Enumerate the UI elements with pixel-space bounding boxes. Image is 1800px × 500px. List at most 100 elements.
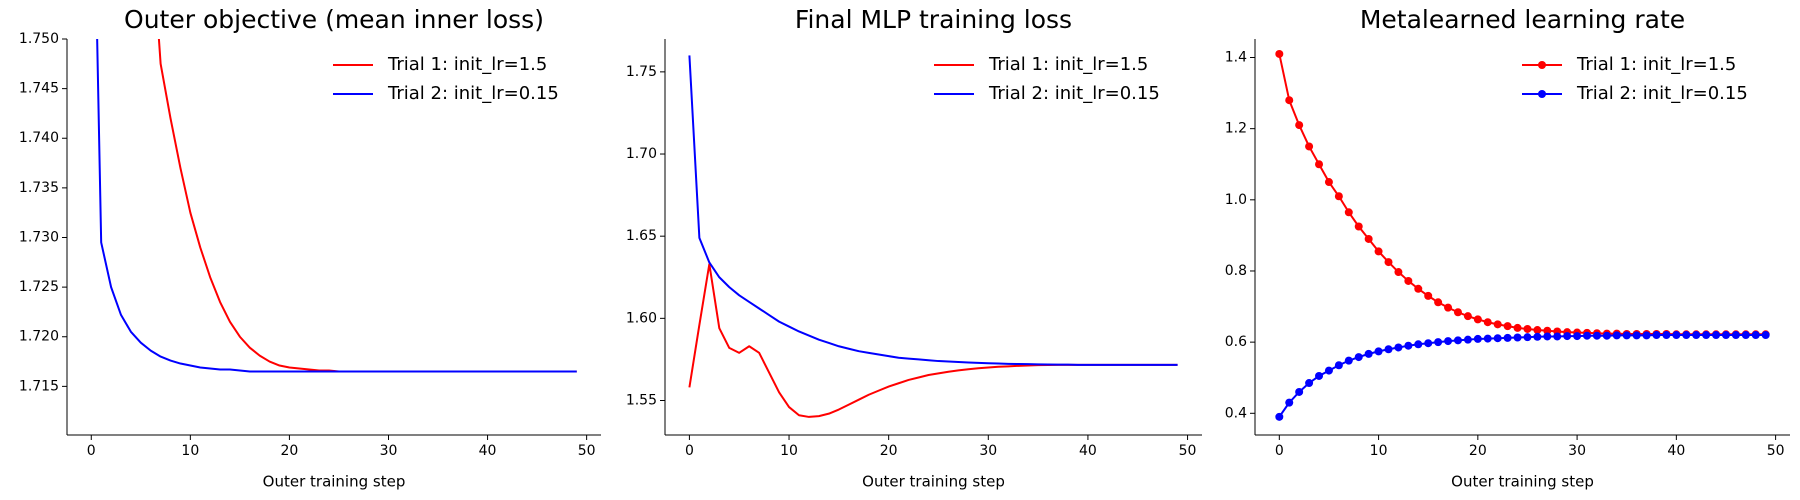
y-tick-label: 0.8 bbox=[1225, 263, 1247, 279]
data-point bbox=[1453, 336, 1462, 345]
data-point bbox=[1324, 366, 1333, 375]
y-tick-label: 1.65 bbox=[626, 228, 657, 244]
data-point bbox=[1424, 291, 1433, 300]
data-point bbox=[1721, 331, 1730, 340]
legend-label: Trial 1: init_lr=1.5 bbox=[1576, 54, 1736, 75]
data-point bbox=[1642, 331, 1651, 340]
data-point bbox=[1444, 303, 1453, 312]
y-tick-label: 1.735 bbox=[19, 180, 59, 196]
chart-title: Final MLP training loss bbox=[795, 5, 1072, 34]
data-point bbox=[1573, 332, 1582, 341]
data-point bbox=[1553, 332, 1562, 341]
data-point bbox=[1394, 268, 1403, 277]
data-point bbox=[1424, 339, 1433, 348]
data-point bbox=[1334, 361, 1343, 370]
data-point bbox=[1305, 142, 1314, 151]
y-tick-label: 0.6 bbox=[1225, 334, 1247, 350]
data-point bbox=[1364, 234, 1373, 243]
data-point bbox=[1761, 331, 1770, 340]
y-tick-label: 1.75 bbox=[626, 64, 657, 80]
x-tick-label: 10 bbox=[780, 443, 798, 459]
data-point bbox=[1275, 412, 1284, 421]
data-point bbox=[1483, 334, 1492, 343]
data-line bbox=[1278, 334, 1766, 418]
data-point bbox=[1692, 331, 1701, 340]
y-tick-label: 1.740 bbox=[19, 130, 59, 146]
data-point bbox=[1354, 222, 1363, 231]
data-point bbox=[1434, 338, 1443, 347]
data-point bbox=[1384, 345, 1393, 354]
data-point bbox=[1364, 349, 1373, 358]
data-point bbox=[1622, 331, 1631, 340]
x-tick-label: 0 bbox=[1275, 443, 1284, 459]
data-point bbox=[1741, 331, 1750, 340]
data-point bbox=[1483, 318, 1492, 327]
data-point bbox=[1702, 331, 1711, 340]
data-point bbox=[1414, 284, 1423, 293]
data-point bbox=[1632, 331, 1641, 340]
plot-area bbox=[96, 39, 577, 373]
data-point bbox=[1453, 308, 1462, 317]
data-point bbox=[1344, 356, 1353, 365]
y-tick-label: 1.2 bbox=[1225, 121, 1247, 137]
legend: Trial 1: init_lr=1.5 Trial 2: init_lr=0.1… bbox=[1522, 54, 1748, 104]
plot-area bbox=[688, 55, 1178, 418]
chart-panel: Final MLP training loss Outer training st… bbox=[626, 5, 1202, 491]
y-tick-label: 1.60 bbox=[626, 310, 657, 326]
data-point bbox=[1533, 332, 1542, 341]
data-point bbox=[1404, 276, 1413, 285]
data-point bbox=[1414, 340, 1423, 349]
x-tick-label: 50 bbox=[1179, 443, 1197, 459]
legend-label: Trial 2: init_lr=0.15 bbox=[988, 83, 1160, 104]
data-point bbox=[1751, 331, 1760, 340]
data-point bbox=[1612, 331, 1621, 340]
data-point bbox=[1285, 398, 1294, 407]
chart-panel: Outer objective (mean inner loss) Outer t… bbox=[19, 5, 601, 491]
y-tick-label: 1.4 bbox=[1225, 50, 1247, 66]
legend-marker bbox=[1538, 61, 1546, 69]
data-point bbox=[1374, 247, 1383, 256]
data-point bbox=[1731, 331, 1740, 340]
x-axis-label: Outer training step bbox=[862, 473, 1005, 491]
data-point bbox=[1404, 341, 1413, 350]
data-point bbox=[1295, 387, 1304, 396]
data-point bbox=[1354, 353, 1363, 362]
x-tick-label: 30 bbox=[979, 443, 997, 459]
data-point bbox=[1543, 332, 1552, 341]
data-line bbox=[688, 263, 1178, 418]
legend-label: Trial 2: init_lr=0.15 bbox=[387, 83, 559, 104]
x-axis-label: Outer training step bbox=[263, 473, 406, 491]
x-axis-label: Outer training step bbox=[1451, 473, 1594, 491]
data-point bbox=[1315, 371, 1324, 380]
data-point bbox=[1513, 333, 1522, 342]
data-point bbox=[1374, 347, 1383, 356]
x-tick-label: 10 bbox=[1370, 443, 1388, 459]
data-point bbox=[1384, 258, 1393, 267]
data-point bbox=[1493, 334, 1502, 343]
y-tick-label: 0.4 bbox=[1225, 405, 1247, 421]
data-point bbox=[1533, 326, 1542, 335]
x-tick-label: 40 bbox=[1667, 443, 1685, 459]
data-point bbox=[1305, 379, 1314, 388]
x-tick-label: 20 bbox=[1469, 443, 1487, 459]
data-point bbox=[1444, 337, 1453, 346]
x-tick-label: 30 bbox=[1568, 443, 1586, 459]
data-point bbox=[1334, 192, 1343, 201]
x-tick-label: 0 bbox=[685, 443, 694, 459]
y-tick-label: 1.55 bbox=[626, 392, 657, 408]
y-tick-label: 1.725 bbox=[19, 279, 59, 295]
data-point bbox=[1463, 335, 1472, 344]
legend: Trial 1: init_lr=1.5 Trial 2: init_lr=0.1… bbox=[333, 54, 559, 104]
x-tick-label: 20 bbox=[281, 443, 299, 459]
data-point bbox=[1503, 322, 1512, 331]
data-point bbox=[1563, 332, 1572, 341]
data-point bbox=[1602, 331, 1611, 340]
x-tick-label: 10 bbox=[181, 443, 199, 459]
y-tick-label: 1.70 bbox=[626, 146, 657, 162]
data-line bbox=[688, 55, 1178, 366]
legend-label: Trial 2: init_lr=0.15 bbox=[1576, 83, 1748, 104]
data-point bbox=[1473, 334, 1482, 343]
chart-title: Metalearned learning rate bbox=[1360, 5, 1685, 34]
x-tick-label: 50 bbox=[1767, 443, 1785, 459]
x-tick-label: 0 bbox=[87, 443, 96, 459]
